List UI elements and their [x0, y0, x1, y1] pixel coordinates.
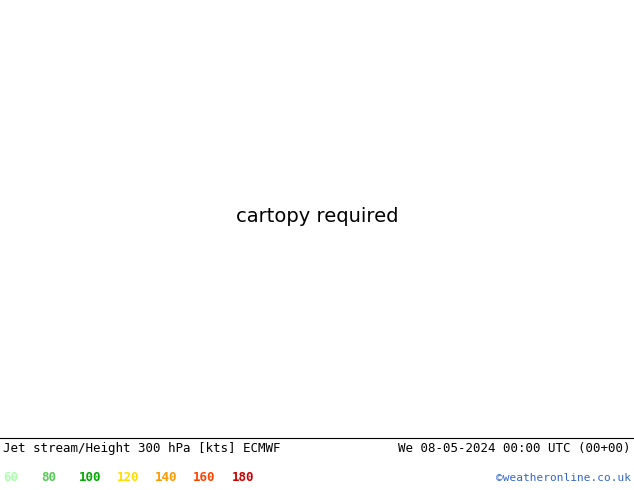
Text: We 08-05-2024 00:00 UTC (00+00): We 08-05-2024 00:00 UTC (00+00): [398, 442, 631, 455]
Text: ©weatheronline.co.uk: ©weatheronline.co.uk: [496, 472, 631, 483]
Text: 140: 140: [155, 471, 178, 484]
Text: Jet stream/Height 300 hPa [kts] ECMWF: Jet stream/Height 300 hPa [kts] ECMWF: [3, 442, 281, 455]
Text: 180: 180: [231, 471, 254, 484]
Text: 80: 80: [41, 471, 56, 484]
Text: 120: 120: [117, 471, 139, 484]
Text: 100: 100: [79, 471, 101, 484]
Text: 60: 60: [3, 471, 18, 484]
Text: 160: 160: [193, 471, 216, 484]
Text: cartopy required: cartopy required: [236, 207, 398, 226]
